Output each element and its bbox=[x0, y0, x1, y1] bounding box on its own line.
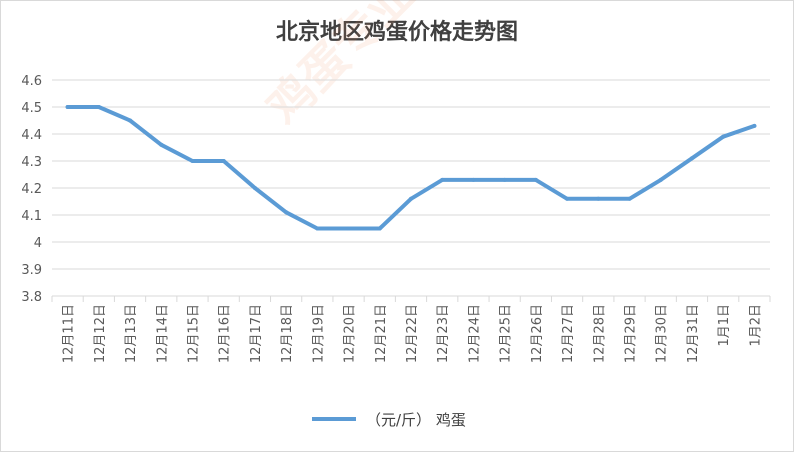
data-point bbox=[596, 196, 601, 201]
y-tick-label: 4.1 bbox=[21, 209, 42, 224]
chart-title: 北京地区鸡蛋价格走势图 bbox=[275, 20, 518, 45]
x-tick-label: 12月20日 bbox=[343, 304, 358, 363]
x-tick-label: 12月31日 bbox=[686, 304, 701, 363]
x-tick-label: 12月16日 bbox=[218, 304, 233, 363]
y-tick-label: 4 bbox=[34, 236, 42, 251]
x-tick-label: 1月2日 bbox=[748, 304, 763, 347]
x-tick-label: 12月21日 bbox=[374, 304, 389, 363]
x-tick-label: 12月14日 bbox=[155, 304, 170, 363]
data-point bbox=[565, 196, 570, 201]
data-point bbox=[440, 177, 445, 182]
x-tick-label: 12月23日 bbox=[436, 304, 451, 363]
data-point bbox=[221, 159, 226, 163]
data-point bbox=[346, 226, 351, 231]
x-tick-label: 12月27日 bbox=[561, 304, 576, 363]
data-point bbox=[502, 177, 507, 182]
data-point bbox=[377, 226, 382, 231]
data-point bbox=[96, 105, 101, 109]
x-tick-label: 12月30日 bbox=[655, 304, 670, 363]
data-point bbox=[315, 226, 320, 231]
y-tick-label: 3.8 bbox=[21, 290, 42, 305]
legend-swatch bbox=[312, 417, 356, 421]
data-point bbox=[252, 186, 257, 190]
series-line bbox=[65, 105, 757, 231]
x-tick-label: 12月13日 bbox=[124, 304, 139, 363]
x-tick-label: 12月18日 bbox=[280, 304, 295, 363]
y-tick-label: 4.2 bbox=[21, 182, 42, 197]
x-tick-label: 12月29日 bbox=[624, 304, 639, 363]
data-point bbox=[190, 159, 195, 163]
data-point bbox=[284, 210, 289, 215]
data-point bbox=[409, 196, 413, 201]
y-tick-label: 4.6 bbox=[21, 74, 42, 89]
y-tick-label: 4.4 bbox=[21, 128, 42, 143]
y-tick-label: 4.3 bbox=[21, 155, 42, 170]
legend: （元/斤） 鸡蛋 bbox=[312, 409, 466, 429]
y-tick-label: 3.9 bbox=[21, 263, 42, 278]
y-tick-label: 4.5 bbox=[21, 101, 42, 116]
data-point bbox=[689, 156, 694, 161]
data-point bbox=[65, 105, 70, 109]
x-tick-label: 12月26日 bbox=[530, 304, 545, 363]
x-tick-label: 12月24日 bbox=[467, 304, 482, 363]
legend-label: （元/斤） 鸡蛋 bbox=[366, 410, 466, 429]
x-tick-label: 12月17日 bbox=[249, 304, 264, 363]
data-point bbox=[627, 196, 632, 201]
data-point bbox=[128, 118, 133, 123]
x-tick-label: 1月1日 bbox=[717, 304, 732, 347]
x-tick-label: 12月12日 bbox=[93, 304, 108, 363]
x-tick-label: 12月19日 bbox=[311, 304, 326, 363]
x-tick-label: 12月11日 bbox=[62, 304, 77, 363]
x-tick-label: 12月22日 bbox=[405, 304, 420, 363]
data-point bbox=[721, 134, 726, 139]
x-tick-label: 12月25日 bbox=[499, 304, 514, 363]
data-point bbox=[752, 123, 757, 128]
x-tick-label: 12月28日 bbox=[592, 304, 607, 363]
data-point bbox=[471, 177, 476, 182]
x-tick-label: 12月15日 bbox=[186, 304, 201, 363]
data-point bbox=[658, 177, 663, 182]
data-point bbox=[159, 142, 164, 147]
data-point bbox=[533, 177, 538, 182]
